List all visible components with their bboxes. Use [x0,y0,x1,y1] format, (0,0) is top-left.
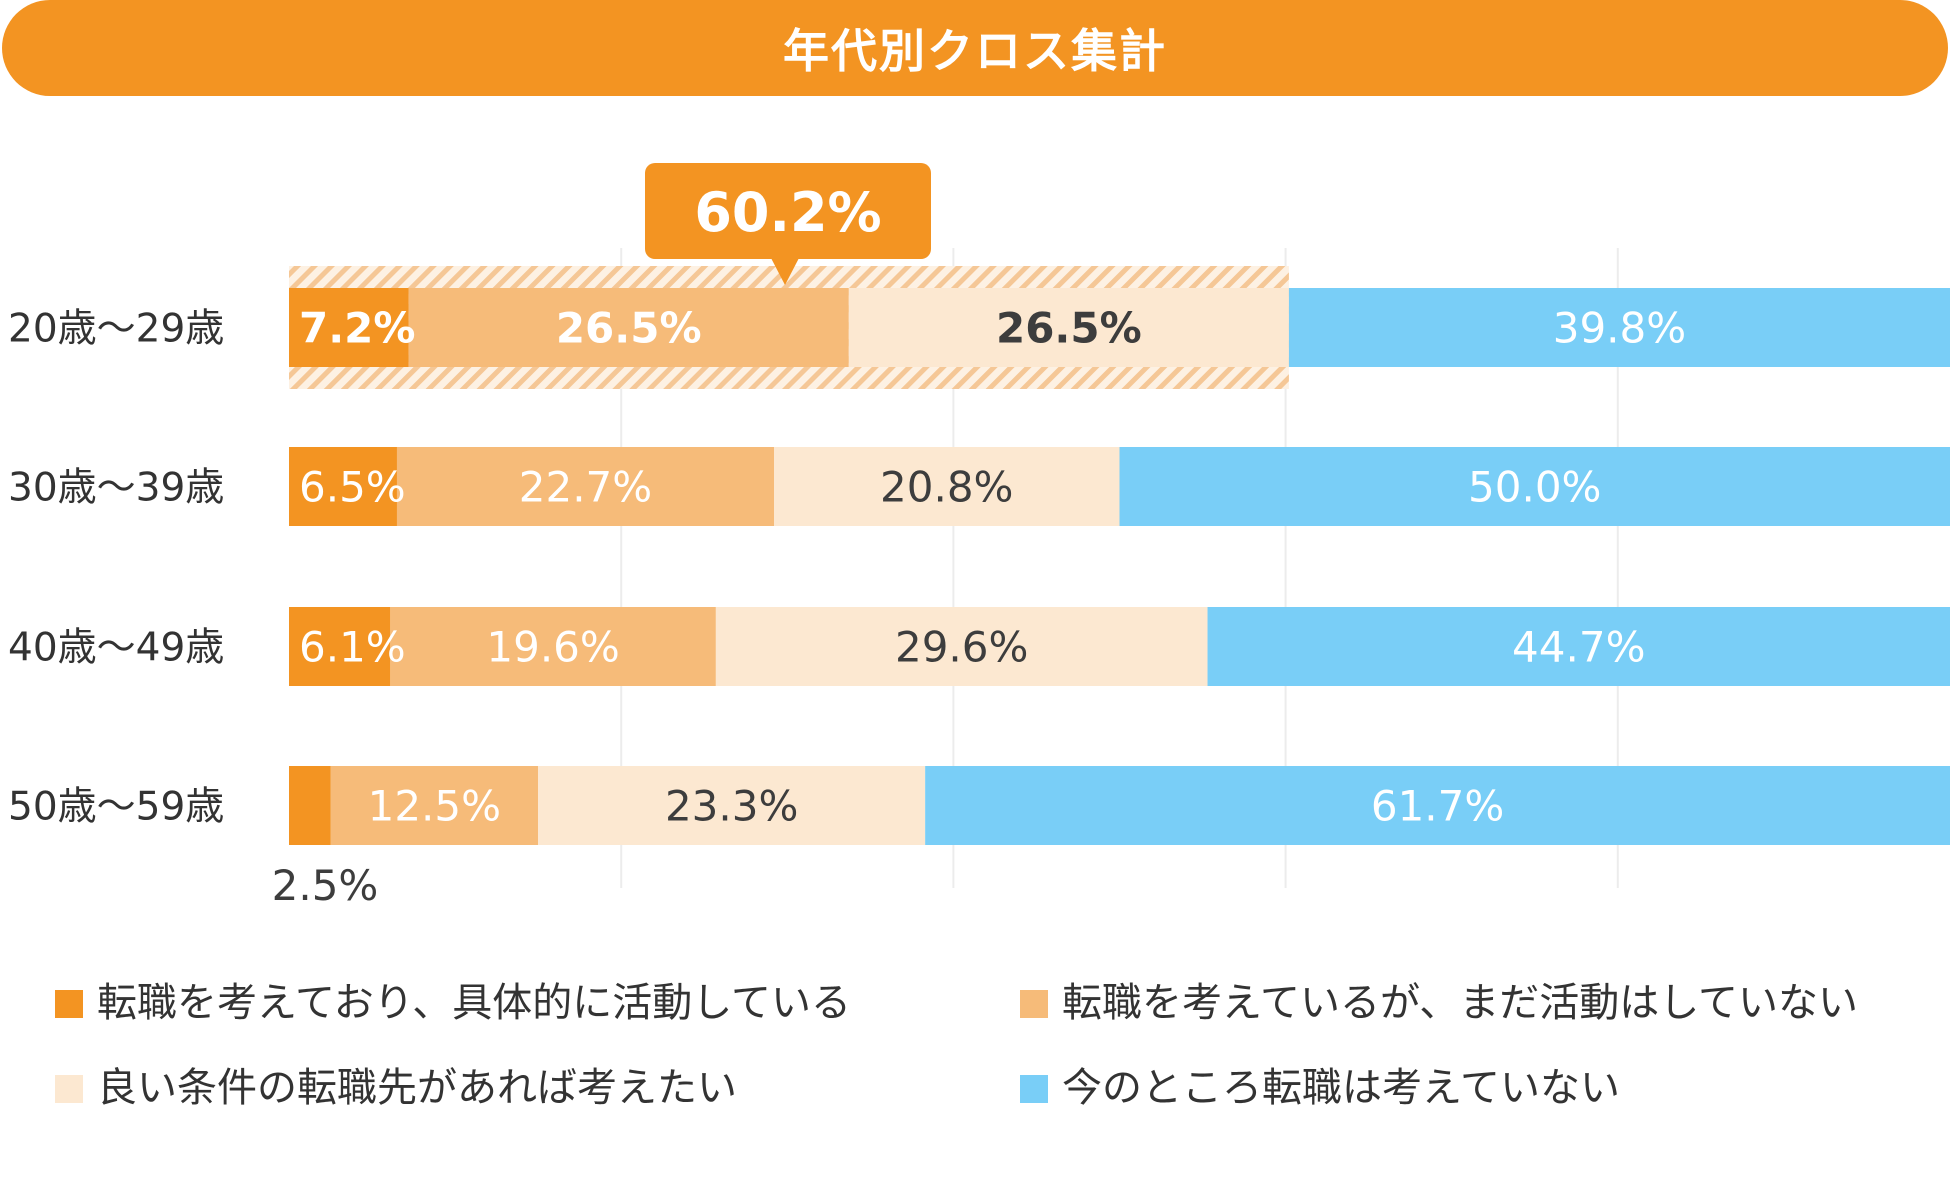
data-label: 29.6% [895,623,1028,672]
legend-swatch [55,1075,83,1103]
data-label: 39.8% [1553,304,1686,353]
category-labels: 20歳～29歳 30歳～39歳 40歳～49歳 50歳～59歳 [8,307,224,830]
legend-item: 今のところ転職は考えていない [1020,1055,1620,1113]
segment-labels: 7.2% 26.5% 26.5% 39.8% 6.5% 22.7% 20.8% 50.0% 6.… [272,304,1687,911]
data-label: 20.8% [880,463,1013,512]
legend-label: 良い条件の転職先があれば考えたい [97,1065,737,1111]
bar-segments [289,288,1950,845]
chart-title: 年代別クロス集計 [783,24,1167,78]
bar-segment [330,766,539,845]
legend-label: 転職を考えているが、まだ活動はしていない [1062,980,1858,1026]
callout-value: 60.2% [694,181,881,244]
legend-swatch [55,990,83,1018]
category-label: 40歳～49歳 [8,626,224,671]
highlight-callout: 60.2% [645,163,931,285]
bar-segment [538,766,926,845]
category-label: 20歳～29歳 [8,307,224,352]
data-label: 12.5% [368,782,501,831]
bar-segment [408,288,849,367]
bar-segment [715,607,1208,686]
data-label: 61.7% [1371,782,1504,831]
category-label: 50歳～59歳 [8,785,224,830]
legend-swatch [1020,1075,1048,1103]
data-label: 44.7% [1512,623,1645,672]
bar-segment [925,766,1950,845]
bar-segment [848,288,1289,367]
bar-segment [289,766,331,845]
data-label: 7.2% [299,304,415,353]
data-label: 6.1% [299,623,406,672]
callout-pointer [771,258,799,285]
data-label: 50.0% [1468,463,1601,512]
chart-title-banner: 年代別クロス集計 [2,0,1948,96]
bar-segment [1119,447,1950,526]
category-label: 30歳～39歳 [8,466,224,511]
data-label: 26.5% [996,304,1142,353]
bar-segment [289,288,409,367]
data-label: 2.5% [272,861,379,910]
legend-item: 転職を考えており、具体的に活動している [55,970,851,1028]
bar-segment [774,447,1120,526]
bar-segment [1288,288,1950,367]
bar-segment [289,447,397,526]
data-label: 23.3% [665,782,798,831]
bar-segment [289,607,391,686]
data-label: 19.6% [486,623,619,672]
legend-label: 転職を考えており、具体的に活動している [97,980,851,1026]
legend-label: 今のところ転職は考えていない [1062,1065,1620,1111]
data-label: 26.5% [556,304,702,353]
bar-segment [1207,607,1950,686]
legend-item: 良い条件の転職先があれば考えたい [55,1055,737,1113]
data-label: 22.7% [519,463,652,512]
callout-bubble [645,163,931,259]
bar-segment [396,447,775,526]
bar-segment [390,607,716,686]
legend-item: 転職を考えているが、まだ活動はしていない [1020,970,1858,1028]
legend-swatch [1020,990,1048,1018]
data-label: 6.5% [299,463,406,512]
